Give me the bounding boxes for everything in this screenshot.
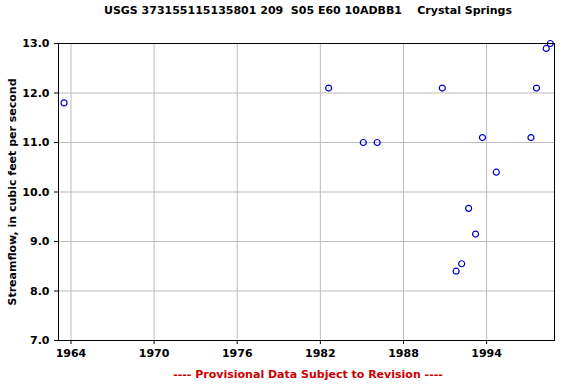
- svg-text:Streamflow, in cubic feet per: Streamflow, in cubic feet per second: [6, 78, 19, 305]
- svg-text:1994: 1994: [471, 347, 502, 360]
- html-text:---- Provisional Data Subject: ---- Provisional Data Subject to Revisio…: [173, 368, 443, 381]
- svg-text:10.0: 10.0: [22, 186, 49, 199]
- svg-text:1988: 1988: [388, 347, 419, 360]
- svg-text:7.0: 7.0: [30, 334, 50, 347]
- svg-text:13.0: 13.0: [22, 37, 49, 50]
- svg-text:12.0: 12.0: [22, 87, 49, 100]
- svg-text:1976: 1976: [222, 347, 253, 360]
- svg-text:1982: 1982: [305, 347, 336, 360]
- svg-text:9.0: 9.0: [30, 235, 50, 248]
- svg-text:8.0: 8.0: [30, 285, 50, 298]
- svg-text:11.0: 11.0: [22, 136, 49, 149]
- html-text:USGS 373155115135801 209 S05 E: USGS 373155115135801 209 S05 E60 10ADBB1…: [104, 4, 512, 17]
- svg-text:1964: 1964: [56, 347, 87, 360]
- svg-text:1970: 1970: [139, 347, 170, 360]
